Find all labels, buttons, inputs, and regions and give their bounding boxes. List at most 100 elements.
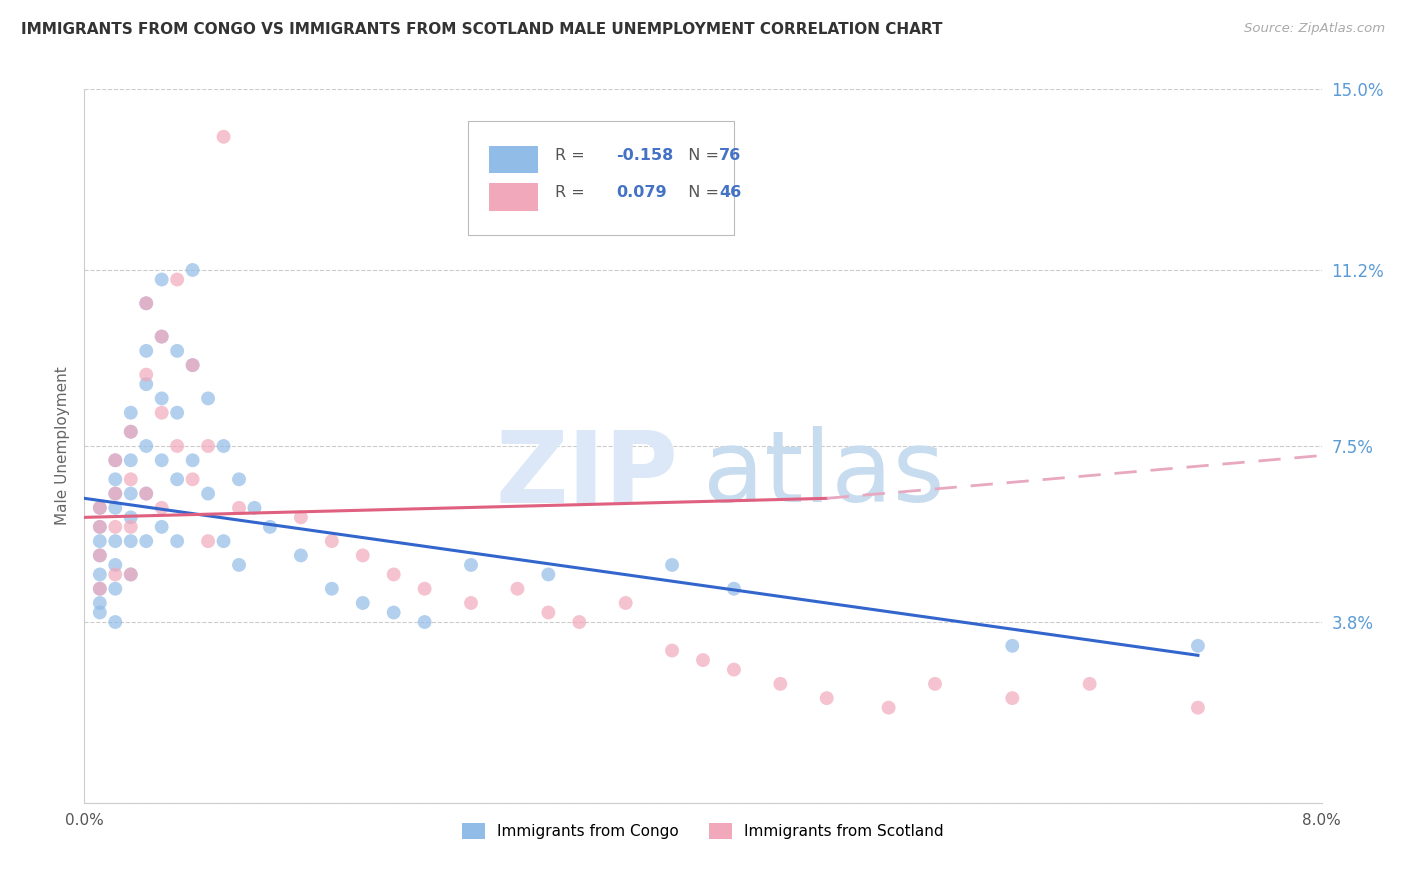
Y-axis label: Male Unemployment: Male Unemployment: [55, 367, 70, 525]
Point: [150, 272, 173, 286]
Point: [135, 296, 157, 310]
Text: atlas: atlas: [703, 426, 945, 523]
Point: [352, 549, 374, 563]
Point: [166, 439, 188, 453]
Text: 76: 76: [718, 148, 741, 163]
Point: [228, 472, 250, 486]
Point: [120, 472, 142, 486]
Point: [166, 472, 188, 486]
Point: [413, 582, 436, 596]
Point: [135, 296, 157, 310]
Text: 0.079: 0.079: [616, 186, 666, 200]
Text: -0.158: -0.158: [616, 148, 673, 163]
Point: [197, 486, 219, 500]
Point: [321, 534, 343, 549]
Point: [104, 486, 127, 500]
Point: [259, 520, 281, 534]
Point: [212, 534, 235, 549]
Point: [104, 453, 127, 467]
Point: [1078, 677, 1101, 691]
Point: [382, 606, 405, 620]
Point: [120, 520, 142, 534]
Point: [120, 425, 142, 439]
Point: [89, 582, 111, 596]
Point: [89, 520, 111, 534]
Point: [290, 549, 312, 563]
Point: [135, 377, 157, 392]
Point: [120, 486, 142, 500]
Point: [166, 272, 188, 286]
Point: [181, 472, 204, 486]
Point: [537, 606, 560, 620]
Text: 46: 46: [718, 186, 741, 200]
Point: [104, 472, 127, 486]
Text: N =: N =: [678, 148, 724, 163]
FancyBboxPatch shape: [489, 184, 538, 211]
Point: [120, 453, 142, 467]
Point: [89, 567, 111, 582]
Point: [243, 500, 266, 515]
Point: [181, 358, 204, 372]
Point: [150, 329, 173, 343]
FancyBboxPatch shape: [468, 121, 734, 235]
Point: [89, 549, 111, 563]
Point: [212, 439, 235, 453]
Point: [614, 596, 637, 610]
Point: [568, 615, 591, 629]
Point: [120, 567, 142, 582]
Point: [150, 406, 173, 420]
Point: [120, 534, 142, 549]
Point: [89, 596, 111, 610]
Point: [661, 643, 683, 657]
Point: [460, 558, 482, 572]
Point: [120, 567, 142, 582]
Point: [166, 343, 188, 358]
Point: [166, 534, 188, 549]
Point: [460, 596, 482, 610]
Point: [723, 582, 745, 596]
Point: [104, 453, 127, 467]
Point: [352, 596, 374, 610]
Point: [212, 129, 235, 144]
Legend: Immigrants from Congo, Immigrants from Scotland: Immigrants from Congo, Immigrants from S…: [456, 817, 950, 845]
Point: [181, 263, 204, 277]
Point: [692, 653, 714, 667]
Text: R =: R =: [554, 148, 589, 163]
Point: [120, 406, 142, 420]
Point: [877, 700, 900, 714]
Point: [135, 439, 157, 453]
Point: [1001, 691, 1024, 706]
Point: [104, 558, 127, 572]
Point: [135, 368, 157, 382]
Point: [413, 615, 436, 629]
Text: Source: ZipAtlas.com: Source: ZipAtlas.com: [1244, 22, 1385, 36]
Point: [197, 439, 219, 453]
Point: [104, 500, 127, 515]
Point: [181, 453, 204, 467]
Point: [89, 549, 111, 563]
Text: ZIP: ZIP: [495, 426, 678, 523]
Point: [769, 677, 792, 691]
Point: [135, 486, 157, 500]
Point: [1187, 639, 1209, 653]
Point: [1001, 639, 1024, 653]
Point: [89, 534, 111, 549]
Point: [321, 582, 343, 596]
Text: IMMIGRANTS FROM CONGO VS IMMIGRANTS FROM SCOTLAND MALE UNEMPLOYMENT CORRELATION : IMMIGRANTS FROM CONGO VS IMMIGRANTS FROM…: [21, 22, 942, 37]
Point: [89, 500, 111, 515]
Point: [104, 567, 127, 582]
Point: [1187, 700, 1209, 714]
Point: [135, 486, 157, 500]
Point: [104, 486, 127, 500]
Point: [815, 691, 838, 706]
Point: [150, 453, 173, 467]
Point: [89, 520, 111, 534]
Point: [89, 582, 111, 596]
Point: [661, 558, 683, 572]
FancyBboxPatch shape: [489, 146, 538, 173]
Point: [150, 392, 173, 406]
Point: [104, 534, 127, 549]
Text: R =: R =: [554, 186, 589, 200]
Point: [135, 534, 157, 549]
Point: [537, 567, 560, 582]
